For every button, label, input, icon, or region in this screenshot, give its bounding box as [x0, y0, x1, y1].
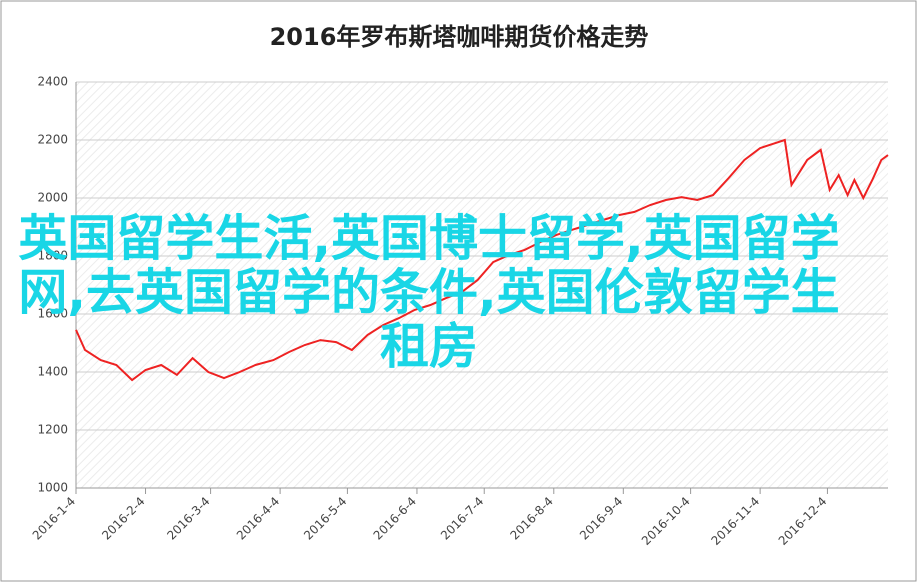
y-tick-label: 1600 — [37, 307, 68, 321]
plot-area — [76, 82, 888, 488]
line — [75, 138, 889, 382]
overlay-text: 英国留学生活,英国博士留学,英国留学网,去英国留学的条件,英国伦敦留学生租房 — [18, 210, 840, 375]
chart-title: 2016年罗布斯塔咖啡期货价格走势 — [270, 23, 649, 51]
y-tick-label: 2000 — [37, 191, 68, 205]
y-tick-label: 2400 — [37, 75, 68, 89]
y-tick-label: 1400 — [37, 365, 68, 379]
y-tick-label: 1200 — [37, 423, 68, 437]
y-tick-label: 1800 — [37, 249, 68, 263]
y-tick-label: 1000 — [37, 481, 68, 495]
y-tick-label: 2200 — [37, 133, 68, 147]
